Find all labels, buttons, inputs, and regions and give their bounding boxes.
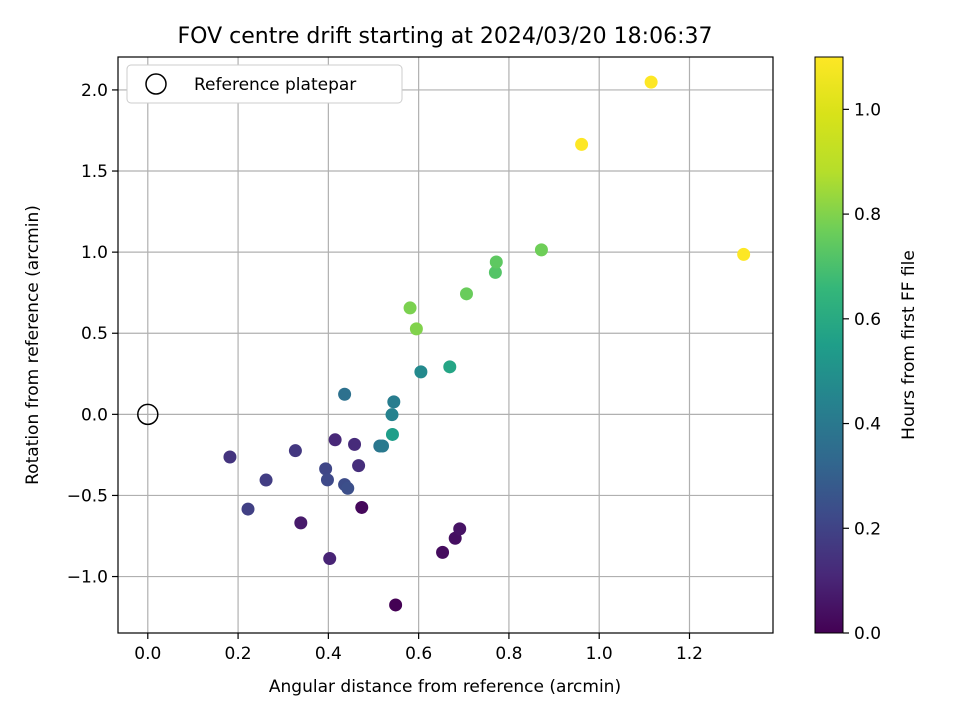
scatter-point <box>341 481 355 495</box>
scatter-point <box>737 247 751 261</box>
scatter-point <box>385 427 399 441</box>
colorbar-tick-label: 0.8 <box>854 205 881 225</box>
plot-frame <box>117 56 774 634</box>
y-tick-label: −1.0 <box>67 568 108 588</box>
y-tick-label: 1.5 <box>81 162 108 182</box>
scatter-point <box>259 473 273 487</box>
gridlines <box>118 57 773 633</box>
x-axis-ticks: 0.0 0.2 0.4 0.6 0.8 1.0 1.2 <box>134 633 703 664</box>
scatter-point <box>414 365 428 379</box>
scatter-point <box>223 450 237 464</box>
x-tick-label: 1.2 <box>676 644 703 664</box>
legend-marker <box>145 73 167 95</box>
scatter-point <box>409 322 423 336</box>
reference-platepar-marker <box>137 403 159 426</box>
scatter-point <box>488 265 502 279</box>
colorbar-tick-label: 0.4 <box>854 415 881 435</box>
x-tick-label: 1.0 <box>586 644 613 664</box>
x-tick-label: 0.2 <box>225 644 252 664</box>
scatter-point <box>294 516 308 530</box>
colorbar-gradient <box>814 56 844 634</box>
y-tick-label: 1.0 <box>81 243 108 263</box>
y-tick-label: 2.0 <box>81 81 108 101</box>
colorbar-tick-label: 1.0 <box>854 100 881 120</box>
scatter-point <box>575 137 589 151</box>
scatter-point <box>376 439 390 453</box>
scatter-point <box>319 462 333 476</box>
scatter-point <box>453 522 467 536</box>
scatter-point <box>403 301 417 315</box>
y-tick-label: 0.0 <box>81 405 108 425</box>
y-axis-ticks: −1.0 −0.5 0.0 0.5 1.0 1.5 2.0 <box>67 81 118 588</box>
scatter-point <box>459 287 473 301</box>
scatter-point <box>241 502 255 516</box>
scatter-point <box>338 387 352 401</box>
colorbar-tick-label: 0.6 <box>854 310 881 330</box>
colorbar: 0.0 0.2 0.4 0.6 0.8 1.0 Hours from first FF f… <box>814 56 919 644</box>
legend: Reference platepar <box>126 64 403 104</box>
plot-area: 0.0 0.2 0.4 0.6 0.8 1.0 1.2 −1.0 −0.5 0.0 0.5 1.0 1… <box>67 56 774 664</box>
scatter-point <box>387 395 401 409</box>
x-tick-label: 0.6 <box>405 644 432 664</box>
colorbar-tick-label: 0.0 <box>854 624 881 644</box>
colorbar-label: Hours from first FF file <box>899 250 919 440</box>
scatter-point <box>385 408 399 422</box>
chart-title: FOV centre drift starting at 2024/03/20 … <box>178 24 713 49</box>
scatter-point <box>328 433 342 447</box>
scatter-point <box>534 243 548 257</box>
scatter-point <box>355 500 369 514</box>
scatter-point <box>644 75 658 89</box>
x-tick-label: 0.8 <box>495 644 522 664</box>
scatter-point <box>489 255 503 269</box>
y-tick-label: 0.5 <box>81 324 108 344</box>
scatter-point <box>320 473 334 487</box>
scatter-point <box>436 545 450 559</box>
y-axis-label: Rotation from reference (arcmin) <box>23 205 43 485</box>
scatter-points <box>223 75 751 612</box>
y-tick-label: −0.5 <box>67 486 108 506</box>
legend-box <box>126 64 403 104</box>
scatter-point <box>288 444 302 458</box>
scatter-point <box>323 552 337 566</box>
scatter-point <box>348 437 362 451</box>
x-axis-label: Angular distance from reference (arcmin) <box>269 677 621 697</box>
x-tick-label: 0.4 <box>315 644 342 664</box>
legend-entry: Reference platepar <box>194 75 356 95</box>
colorbar-ticks: 0.0 0.2 0.4 0.6 0.8 1.0 <box>843 100 881 644</box>
colorbar-tick-label: 0.2 <box>854 519 881 539</box>
scatter-point <box>352 459 366 473</box>
scatter-point <box>443 360 457 374</box>
scatter-point <box>389 598 403 612</box>
x-tick-label: 0.0 <box>134 644 161 664</box>
